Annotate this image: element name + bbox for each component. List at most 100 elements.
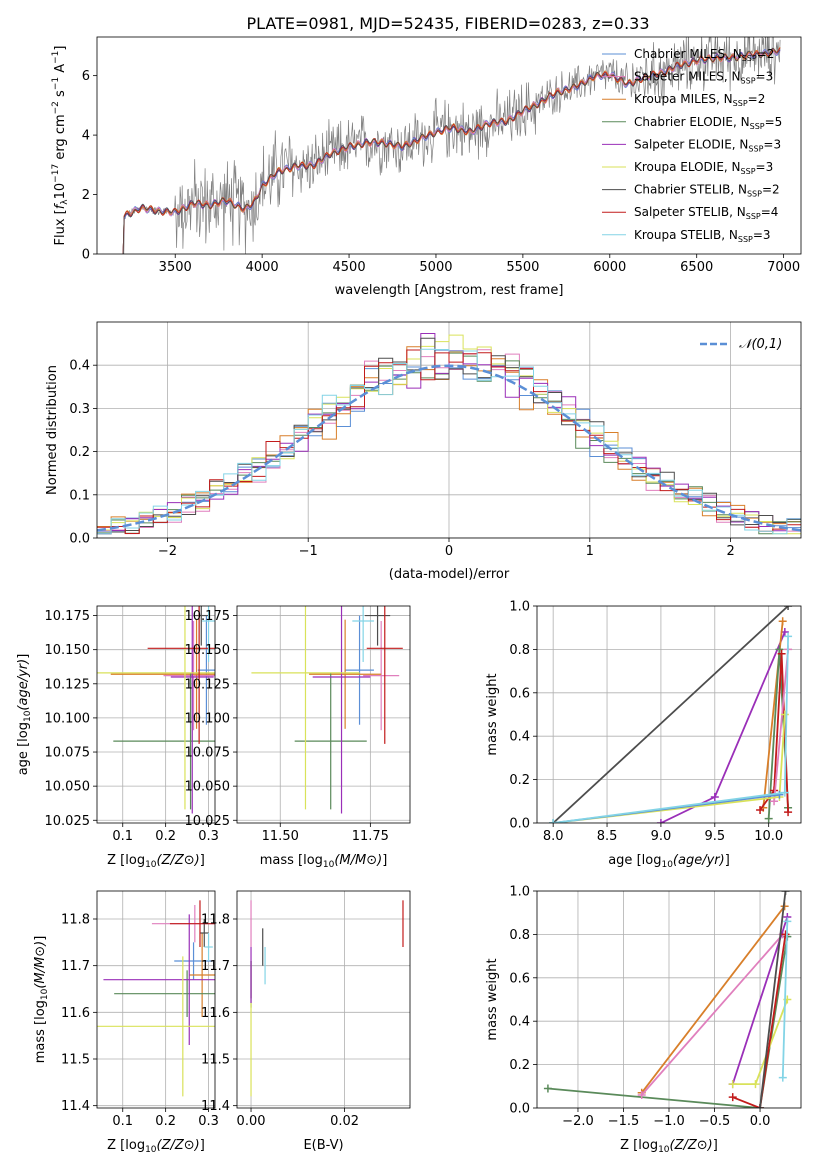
x-tick-label: 9.0 [651, 829, 672, 844]
y-tick-label: 11.8 [61, 913, 90, 928]
plus-marker [781, 891, 790, 895]
plus-marker [751, 1080, 760, 1089]
label-sub: 10 [658, 1145, 670, 1155]
plus-marker [728, 1093, 737, 1102]
y-tick-label: 10.100 [185, 711, 231, 726]
y-tick-label: 1.0 [509, 885, 530, 900]
label-part: Z [log [620, 1138, 658, 1153]
x-tick-label: 5500 [506, 260, 539, 275]
x-tick-label: 4500 [333, 260, 366, 275]
label-part: −1 [51, 77, 61, 90]
plot-area [97, 891, 215, 1108]
plus-marker [783, 917, 792, 926]
y-tick-label: 11.7 [61, 959, 90, 974]
histogram-step-line [97, 349, 801, 534]
legend-label-sub: SSP [738, 235, 753, 244]
plot-area [97, 606, 215, 823]
plot-area [237, 891, 410, 1108]
axes-frame [236, 605, 411, 824]
x-tick-label: 0.00 [237, 1114, 266, 1129]
x-tick-label: −2 [158, 544, 177, 559]
legend-label: 𝒩(0,1) [739, 337, 782, 352]
label-part: −1 [51, 51, 61, 64]
x-tick-label: 0.0 [750, 1114, 771, 1129]
y-tick-label: 0.3 [69, 402, 90, 417]
plus-marker [656, 819, 665, 823]
plus-marker [764, 814, 773, 823]
x-tick-label: 0.3 [198, 829, 219, 844]
y-tick-label: 0 [82, 248, 90, 263]
legend-label-part: =3 [756, 160, 774, 174]
label-part: λ [60, 199, 70, 205]
label-sub: 10 [40, 988, 50, 1000]
x-tick-label: 6500 [680, 260, 713, 275]
x-tick-label: 8.0 [543, 829, 564, 844]
label-part: (age/yr) [16, 659, 31, 711]
plus-marker [784, 606, 793, 610]
y-axis-label-text: mass weight [485, 958, 500, 1040]
plot-area [537, 891, 801, 1108]
label-part: f [53, 202, 68, 209]
y-tick-label: 0.0 [69, 532, 90, 547]
plus-marker [780, 710, 789, 719]
plus-marker [756, 805, 765, 814]
y-tick-label: 4 [82, 129, 90, 144]
label-sub: 10 [323, 860, 335, 870]
plus-marker [778, 617, 787, 626]
label-sub: 10 [23, 710, 33, 722]
y-axis-label-text: Normed distribution [45, 365, 60, 495]
x-tick-label: 2 [726, 544, 734, 559]
x-tick-label: 0.02 [330, 1114, 359, 1129]
legend-label: Salpeter ELODIE, NSSP=3 [634, 137, 781, 153]
x-tick-label: 11.75 [352, 829, 389, 844]
label-part: −2 [51, 101, 61, 114]
legend-label: Chabrier STELIB, NSSP=2 [634, 183, 780, 199]
y-axis-label: mass weight [485, 958, 500, 1040]
legend-label-part: Chabrier MILES, N [634, 47, 742, 61]
legend-label-part: =2 [762, 183, 780, 197]
legend-label-part: =3 [756, 70, 774, 84]
y-tick-label: 0.4 [509, 730, 530, 745]
x-tick-label: 3500 [159, 260, 192, 275]
label-part: (Z/Z⊙) [157, 1138, 200, 1153]
x-tick-label: 0.1 [112, 829, 133, 844]
label-part: mass [log [33, 1000, 48, 1063]
legend-label: Kroupa STELIB, NSSP=3 [634, 228, 771, 244]
x-tick-label: 11.50 [262, 829, 299, 844]
legend-label-part: =2 [757, 47, 775, 61]
y-tick-label: 11.6 [61, 1006, 90, 1021]
label-part: ] [16, 654, 31, 659]
plus-marker [549, 819, 558, 823]
age-vs-mass-panel: 11.50 11.75 10.025 10.050 10.075 10.100 10.125… [185, 605, 411, 870]
y-tick-label: 1.0 [509, 600, 530, 615]
plus-marker [770, 797, 779, 806]
y-tick-label: 10.125 [45, 677, 91, 692]
x-tick-label: −2.0 [562, 1114, 594, 1129]
axes-frame [96, 605, 216, 824]
legend-label-sub: SSP [733, 99, 748, 108]
y-tick-label: 10.050 [185, 780, 231, 795]
gaussian-reference-line [97, 364, 801, 532]
series-line [547, 936, 789, 1108]
x-axis-label: (data-model)/error [389, 567, 510, 582]
legend-label: Chabrier MILES, NSSP=2 [634, 47, 774, 63]
legend-label-part: =3 [753, 228, 771, 242]
series-line [773, 649, 789, 802]
massweight-vs-age-panel: 8.0 8.5 9.0 9.5 10.0 0.0 0.2 0.4 0.6 0.8 1.0 age [l… [485, 600, 802, 870]
y-axis-label: age [log10(age/yr)] [16, 654, 33, 776]
label-part: ] [382, 853, 387, 868]
y-axis-label-text: age [log10(age/yr)] [16, 654, 33, 776]
x-tick-label: 0.3 [198, 1114, 219, 1129]
y-tick-label: 0.1 [69, 488, 90, 503]
y-tick-label: 0.0 [509, 817, 530, 832]
legend-label: Chabrier ELODIE, NSSP=5 [634, 115, 782, 131]
plus-marker [728, 1080, 737, 1089]
label-part: age [log [16, 722, 31, 775]
x-tick-label: 0.1 [112, 1114, 133, 1129]
plus-marker [777, 649, 786, 658]
y-tick-label: 0.2 [509, 773, 530, 788]
x-tick-label: 10.0 [754, 829, 783, 844]
y-axis-label: Normed distribution [45, 365, 60, 495]
y-tick-label: 10.075 [185, 746, 231, 761]
plus-marker [543, 1084, 552, 1093]
